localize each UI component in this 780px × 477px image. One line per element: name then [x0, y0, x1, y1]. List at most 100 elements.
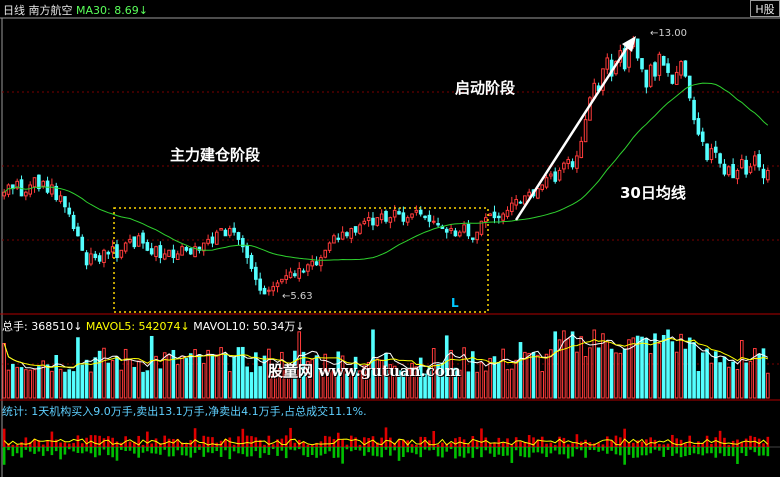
stats-bar-sell — [258, 447, 262, 458]
candle-body — [71, 214, 76, 230]
stats-bar-buy — [154, 438, 158, 447]
stats-bar-sell — [423, 447, 427, 450]
candle-body — [197, 246, 202, 251]
candle-body — [219, 228, 223, 231]
candle-body — [63, 196, 67, 208]
stats-bar-buy — [11, 444, 15, 447]
stats-bar-sell — [701, 447, 705, 456]
stats-bar-sell — [471, 447, 475, 458]
candle-body — [375, 217, 380, 226]
candle-body — [115, 244, 119, 259]
candle-body — [540, 184, 545, 191]
volume-bar — [366, 362, 371, 399]
candle-body — [453, 230, 458, 237]
stats-bar-sell — [419, 447, 423, 458]
stats-bar-sell — [519, 447, 522, 457]
volume-bar — [596, 347, 601, 399]
volume-bar — [462, 347, 466, 399]
stats-bar-buy — [102, 438, 106, 447]
candle-body — [449, 228, 453, 231]
stats-bar-buy — [380, 437, 383, 447]
candle-body — [232, 227, 236, 233]
volume-bar — [110, 360, 115, 399]
stats-bar-buy — [54, 439, 58, 447]
stats-bar-buy — [302, 441, 305, 447]
volume-bar — [254, 352, 258, 399]
candle-body — [136, 235, 141, 247]
stats-bar-sell — [328, 447, 331, 452]
stats-bar-sell — [762, 447, 765, 456]
stats-bar-buy — [566, 444, 570, 447]
stats-bar-buy — [306, 444, 310, 447]
stats-bar-sell — [267, 447, 271, 455]
candle-body — [492, 211, 497, 219]
candle-body — [405, 217, 410, 223]
volume-bar — [605, 341, 610, 399]
stats-bar-buy — [41, 444, 45, 447]
launch-phase-label: 启动阶段 — [455, 79, 516, 97]
stats-bar-buy — [245, 435, 249, 447]
stats-bar-sell — [705, 447, 709, 454]
volume-bar — [314, 355, 319, 399]
stats-bar-buy — [727, 444, 731, 447]
candle-body — [145, 242, 150, 251]
institution-stats: 统计: 1天机构买入9.0万手,卖出13.1万手,净卖出4.1万手,占总成交11… — [2, 405, 367, 418]
volume-bar — [431, 347, 436, 399]
candle-body — [497, 215, 501, 219]
volume-bar — [514, 359, 518, 399]
candle-body — [700, 131, 705, 142]
volume-bar — [210, 353, 215, 399]
volume-bar — [696, 371, 701, 399]
candle-body — [575, 155, 579, 169]
candle-body — [154, 246, 158, 258]
volume-bar — [267, 348, 271, 399]
candle-body — [310, 260, 315, 267]
period-label[interactable]: 日线 — [3, 4, 25, 17]
candle-body — [249, 254, 254, 269]
stats-bar-sell — [723, 447, 726, 457]
h-share-button[interactable]: H股 — [750, 0, 780, 17]
candle-body — [566, 159, 571, 165]
candle-body — [366, 217, 371, 222]
candle-body — [657, 53, 662, 76]
candle-body — [336, 237, 341, 240]
volume-bar — [510, 368, 514, 399]
stats-bar-sell — [46, 447, 49, 452]
volume-bar — [193, 349, 197, 399]
stats-bar-sell — [480, 447, 483, 458]
volume-bar — [549, 349, 553, 399]
candle-body — [709, 148, 714, 161]
volume-bar — [206, 349, 210, 399]
volume-bar — [336, 351, 341, 399]
candle-body — [306, 264, 310, 272]
stats-bar-buy — [471, 436, 475, 447]
volume-bar — [32, 369, 37, 399]
candle-body — [119, 249, 124, 258]
stats-bar-buy — [523, 442, 527, 447]
candle-body — [379, 213, 384, 221]
candle-body — [175, 253, 180, 260]
candle-body — [410, 213, 414, 218]
stats-bar-sell — [232, 447, 236, 452]
stats-bar-sell — [250, 447, 253, 457]
volume-bar — [262, 355, 267, 399]
volume-bar — [310, 359, 315, 399]
candle-body — [414, 209, 419, 213]
stats-bar-buy — [198, 444, 201, 447]
stats-bar-sell — [41, 447, 45, 456]
candle-body — [102, 249, 106, 263]
stats-bar-sell — [254, 447, 258, 452]
volume-bar — [505, 369, 510, 399]
candle-body — [349, 228, 354, 239]
stats-bar-sell — [37, 447, 41, 452]
stats-bar-buy — [740, 442, 744, 447]
stats-bar-buy — [263, 444, 266, 447]
candle-body — [423, 215, 427, 219]
candle-body — [488, 213, 492, 217]
volume-bar — [349, 368, 354, 399]
volume-bar — [201, 362, 206, 399]
stats-bar-buy — [358, 444, 362, 447]
volume-bar — [492, 356, 497, 399]
volume-bar — [284, 370, 289, 399]
